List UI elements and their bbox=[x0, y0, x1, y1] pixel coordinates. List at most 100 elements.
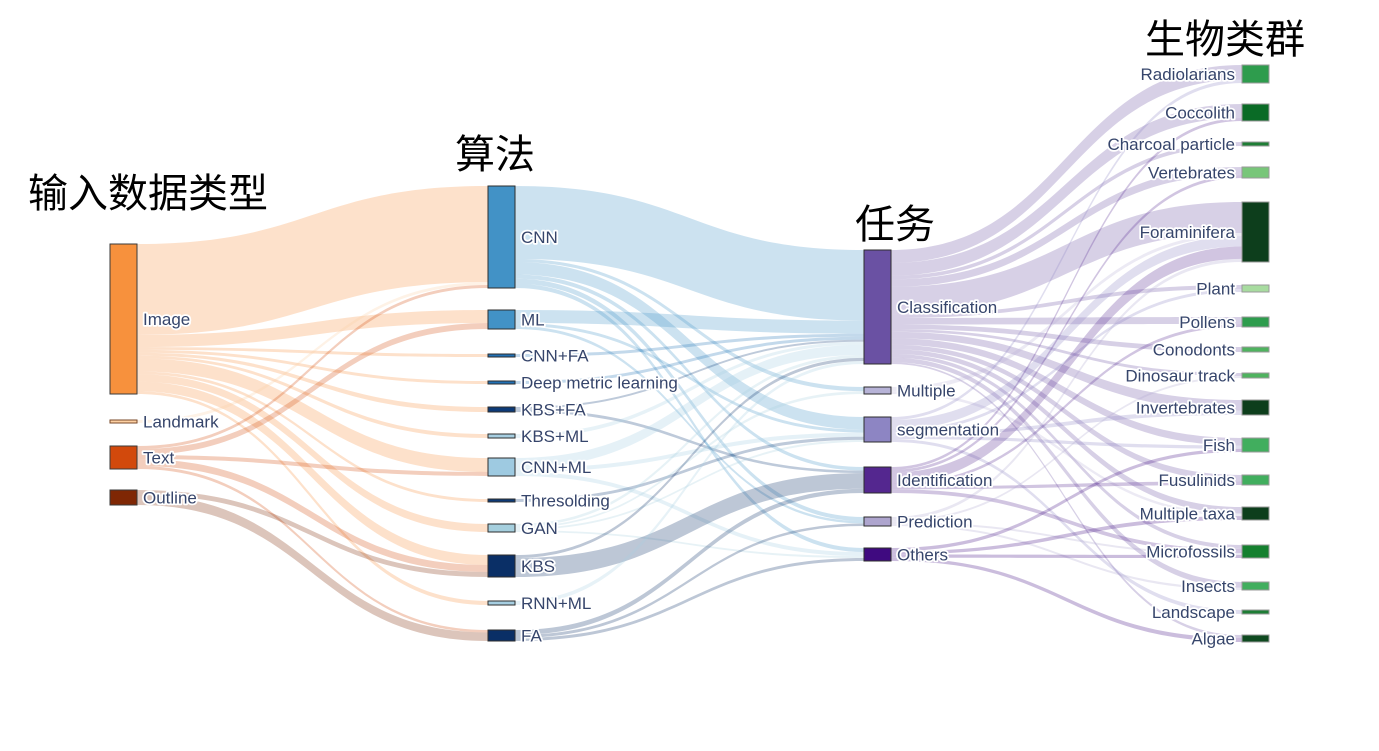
link-classification-conodonts[interactable] bbox=[891, 324, 1242, 353]
link-fa-prediction[interactable] bbox=[515, 523, 864, 639]
node-others[interactable] bbox=[863, 547, 892, 562]
node-insects[interactable] bbox=[1241, 581, 1270, 591]
link-cnn-multiple[interactable] bbox=[515, 258, 864, 392]
link-kbs_fa-classification[interactable] bbox=[515, 339, 864, 409]
link-identification-fusulinids[interactable] bbox=[891, 481, 1242, 490]
node-kbs_ml[interactable] bbox=[487, 433, 516, 439]
node-vertebrates[interactable] bbox=[1241, 166, 1270, 179]
link-classification-pollens[interactable] bbox=[891, 317, 1242, 325]
link-image-kbs[interactable] bbox=[137, 381, 488, 565]
link-others-microfossils[interactable] bbox=[891, 554, 1242, 559]
link-image-dml[interactable] bbox=[137, 349, 488, 384]
link-identification-pollens[interactable] bbox=[891, 324, 1242, 487]
link-classification-insects[interactable] bbox=[891, 357, 1242, 588]
node-identification[interactable] bbox=[863, 466, 892, 494]
node-microfossils[interactable] bbox=[1241, 544, 1270, 559]
node-multiple_taxa[interactable] bbox=[1241, 506, 1270, 521]
link-text-cnn[interactable] bbox=[137, 285, 488, 449]
link-identification-coccolith[interactable] bbox=[891, 118, 1242, 470]
node-segmentation[interactable] bbox=[863, 416, 892, 443]
node-landmark[interactable] bbox=[109, 419, 138, 424]
link-thresolding-segmentation[interactable] bbox=[515, 436, 864, 502]
link-identification-vertebrates[interactable] bbox=[891, 175, 1242, 473]
link-classification-coccolith[interactable] bbox=[891, 104, 1242, 276]
link-segmentation-landscape[interactable] bbox=[891, 439, 1242, 614]
link-classification-charcoal[interactable] bbox=[891, 142, 1242, 280]
link-image-kbs_ml[interactable] bbox=[137, 355, 488, 438]
link-fa-others[interactable] bbox=[515, 558, 864, 641]
node-radiolarians[interactable] bbox=[1241, 64, 1270, 84]
node-fish[interactable] bbox=[1241, 437, 1270, 453]
link-classification-dinosaur[interactable] bbox=[891, 329, 1242, 376]
link-classification-foraminifera[interactable] bbox=[891, 202, 1242, 315]
link-kbs_fa-identification[interactable] bbox=[515, 409, 864, 474]
link-gan-others[interactable] bbox=[515, 530, 864, 558]
link-classification-microfossils[interactable] bbox=[891, 353, 1242, 549]
link-cnn_ml-others[interactable] bbox=[515, 472, 864, 556]
link-rnn_ml-classification[interactable] bbox=[515, 361, 864, 605]
link-multiple-foraminifera[interactable] bbox=[891, 233, 1242, 392]
node-image[interactable] bbox=[109, 243, 138, 395]
link-image-kbs_fa[interactable] bbox=[137, 352, 488, 412]
node-outline[interactable] bbox=[109, 489, 138, 506]
link-others-multiple_taxa[interactable] bbox=[891, 516, 1242, 555]
node-gan[interactable] bbox=[487, 523, 516, 533]
link-multiple-multiple_taxa[interactable] bbox=[891, 391, 1242, 517]
node-rnn_ml[interactable] bbox=[487, 600, 516, 606]
link-cnn-segmentation[interactable] bbox=[515, 262, 864, 430]
link-text-fa[interactable] bbox=[137, 466, 488, 633]
node-classification[interactable] bbox=[863, 249, 892, 365]
link-outline-kbs[interactable] bbox=[137, 490, 488, 577]
node-charcoal[interactable] bbox=[1241, 141, 1270, 147]
node-thresolding[interactable] bbox=[487, 498, 516, 503]
link-kbs_ml-classification[interactable] bbox=[515, 341, 864, 438]
link-others-algae[interactable] bbox=[891, 557, 1242, 642]
link-cnn-others[interactable] bbox=[515, 283, 864, 552]
link-segmentation-fish[interactable] bbox=[891, 436, 1242, 449]
link-image-cnn_fa[interactable] bbox=[137, 347, 488, 357]
link-classification-plant[interactable] bbox=[891, 285, 1242, 318]
link-text-ml[interactable] bbox=[137, 323, 488, 455]
link-image-cnn_ml[interactable] bbox=[137, 358, 488, 472]
node-pollens[interactable] bbox=[1241, 316, 1270, 328]
link-classification-multiple_taxa[interactable] bbox=[891, 349, 1242, 514]
link-outline-fa[interactable] bbox=[137, 495, 488, 641]
link-segmentation-foraminifera[interactable] bbox=[891, 236, 1242, 430]
link-prediction-microfossils[interactable] bbox=[891, 522, 1242, 555]
node-invertebrates[interactable] bbox=[1241, 399, 1270, 416]
link-classification-vertebrates[interactable] bbox=[891, 167, 1242, 287]
link-ml-segmentation[interactable] bbox=[515, 323, 864, 433]
link-kbs-identification[interactable] bbox=[515, 473, 864, 577]
link-text-kbs[interactable] bbox=[137, 459, 488, 572]
link-image-ml[interactable] bbox=[137, 310, 488, 348]
node-prediction[interactable] bbox=[863, 516, 892, 527]
link-image-thresolding[interactable] bbox=[137, 371, 488, 503]
node-text[interactable] bbox=[109, 445, 138, 470]
node-cnn_ml[interactable] bbox=[487, 457, 516, 477]
link-cnn_ml-segmentation[interactable] bbox=[515, 432, 864, 472]
link-prediction-insects[interactable] bbox=[891, 524, 1242, 590]
link-prediction-dinosaur[interactable] bbox=[891, 376, 1242, 522]
link-classification-invertebrates[interactable] bbox=[891, 331, 1242, 411]
node-dml[interactable] bbox=[487, 380, 516, 385]
link-landmark-cnn[interactable] bbox=[137, 282, 488, 423]
link-prediction-foraminifera[interactable] bbox=[891, 258, 1242, 520]
link-cnn_ml-classification[interactable] bbox=[515, 344, 864, 468]
node-ml[interactable] bbox=[487, 309, 516, 330]
link-image-rnn_ml[interactable] bbox=[137, 391, 488, 605]
link-classification-algae[interactable] bbox=[891, 362, 1242, 638]
node-multiple[interactable] bbox=[863, 386, 892, 395]
node-dinosaur[interactable] bbox=[1241, 372, 1270, 379]
node-cnn_fa[interactable] bbox=[487, 353, 516, 358]
link-gan-segmentation[interactable] bbox=[515, 439, 864, 531]
node-conodonts[interactable] bbox=[1241, 346, 1270, 353]
link-gan-classification[interactable] bbox=[515, 354, 864, 527]
link-text-cnn_ml[interactable] bbox=[137, 455, 488, 476]
node-cnn[interactable] bbox=[487, 185, 516, 289]
link-ml-classification[interactable] bbox=[515, 310, 864, 334]
link-identification-foraminifera[interactable] bbox=[891, 246, 1242, 484]
node-landscape[interactable] bbox=[1241, 609, 1270, 615]
link-dml-classification[interactable] bbox=[515, 336, 864, 384]
link-cnn_fa-classification[interactable] bbox=[515, 333, 864, 357]
link-kbs-classification[interactable] bbox=[515, 357, 864, 559]
